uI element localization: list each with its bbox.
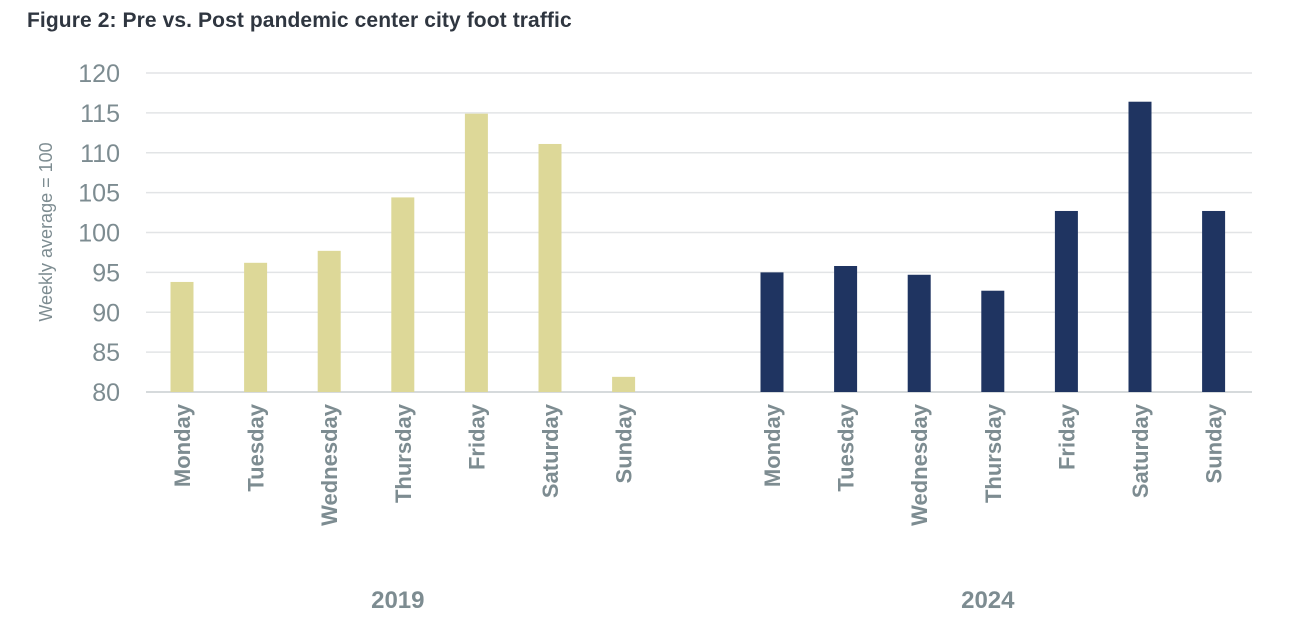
x-tick-label: Thursday xyxy=(391,403,416,503)
y-tick-label: 95 xyxy=(92,259,120,287)
bar-2024-saturday xyxy=(1128,101,1152,393)
x-axis-ticks: Monday Tuesday Wednesday Thursday Friday Satu… xyxy=(170,403,1227,526)
bar-2024-tuesday xyxy=(834,265,858,392)
x-tick-label: Wednesday xyxy=(317,403,342,526)
group-labels: 2019 2024 xyxy=(371,587,1015,614)
x-tick-label: Wednesday xyxy=(907,403,932,526)
bar-2019-thursday xyxy=(391,197,415,392)
y-tick-label: 80 xyxy=(92,379,120,407)
y-axis-ticks: 80 85 90 95 100 105 110 115 120 xyxy=(78,60,120,407)
x-tick-label: Thursday xyxy=(981,403,1006,503)
gridlines xyxy=(146,72,1252,393)
bar-2024-sunday xyxy=(1202,210,1226,392)
group-label-2019: 2019 xyxy=(371,587,424,614)
bar-2019-tuesday xyxy=(244,262,268,392)
x-tick-label: Monday xyxy=(760,403,785,487)
y-tick-label: 90 xyxy=(92,299,120,327)
x-tick-label: Sunday xyxy=(612,403,637,483)
bar-2024-friday xyxy=(1054,210,1078,392)
y-tick-label: 120 xyxy=(78,60,120,88)
y-tick-label: 110 xyxy=(80,140,120,168)
x-tick-label: Friday xyxy=(1054,403,1079,470)
x-tick-label: Saturday xyxy=(538,403,563,498)
y-axis-label: Weekly average = 100 xyxy=(36,142,56,321)
x-tick-label: Sunday xyxy=(1202,403,1227,483)
y-tick-label: 100 xyxy=(78,220,120,248)
y-tick-label: 105 xyxy=(78,180,120,208)
y-tick-label: 115 xyxy=(80,100,120,128)
x-tick-label: Monday xyxy=(170,403,195,487)
y-tick-label: 85 xyxy=(92,339,120,367)
bar-2024-thursday xyxy=(981,290,1005,392)
bar-2024-monday xyxy=(760,272,784,392)
x-tick-label: Tuesday xyxy=(834,403,859,491)
x-tick-label: Saturday xyxy=(1128,403,1153,498)
bar-2019-wednesday xyxy=(317,250,341,392)
bar-2019-friday xyxy=(464,113,488,393)
chart-title: Figure 2: Pre vs. Post pandemic center c… xyxy=(27,9,572,32)
bar-2019-sunday xyxy=(612,376,636,392)
x-tick-label: Tuesday xyxy=(244,403,269,491)
x-tick-label: Friday xyxy=(464,403,489,470)
bar-2019-monday xyxy=(170,281,194,392)
bars xyxy=(170,101,1226,393)
group-label-2024: 2024 xyxy=(961,587,1015,614)
bar-2019-saturday xyxy=(538,143,562,392)
bar-2024-wednesday xyxy=(907,274,931,392)
